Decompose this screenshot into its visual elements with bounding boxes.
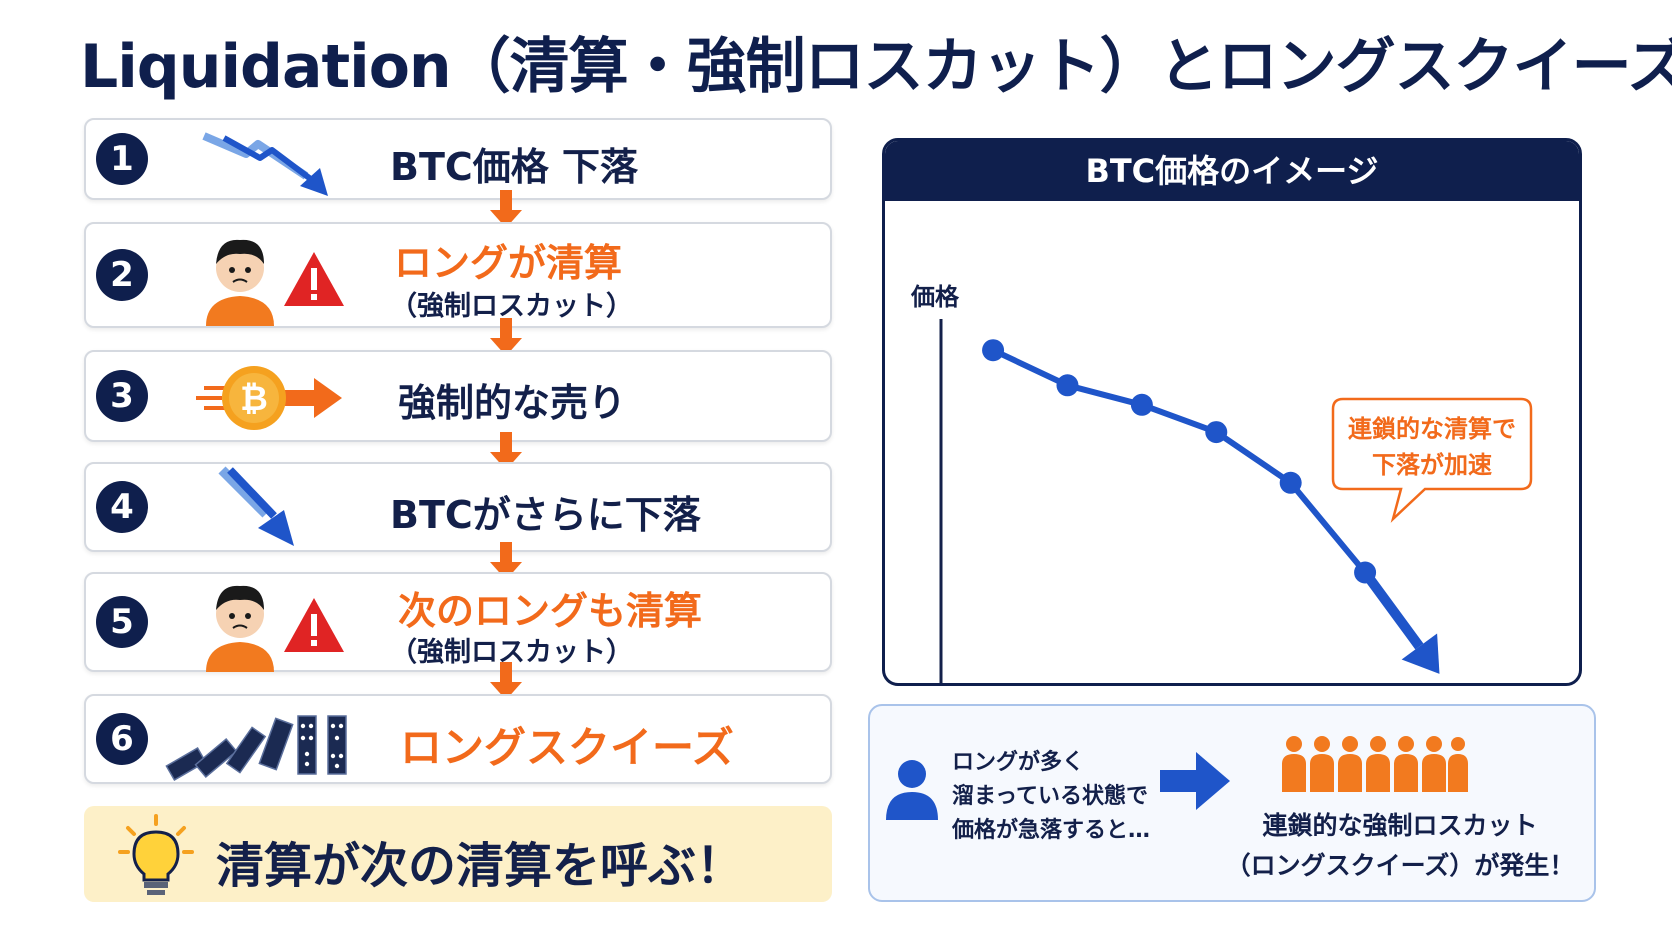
summary-line: （ロングスクイーズ）が発生！ xyxy=(1225,851,1575,880)
step-3: 3 ₿ 強制的な売り xyxy=(84,350,832,442)
page-title: Liquidation（清算・強制ロスカット）とロングスクイーズ xyxy=(80,32,1672,102)
worried-person-icon xyxy=(206,585,344,672)
worried-person-icon xyxy=(206,239,344,326)
step-sublabel: （強制ロスカット） xyxy=(390,291,633,322)
step-1: 1 BTC価格 下落 xyxy=(84,118,832,200)
y-axis-label: 価格 xyxy=(910,283,960,311)
data-point-2 xyxy=(1056,374,1079,397)
btc-price-chart: BTC価格のイメージ 価格 時間 連鎖的な清算で 下落が加速 xyxy=(882,138,1582,686)
tip-text: 清算が次の清算を呼ぶ！ xyxy=(216,838,745,894)
flow-arrow-icon xyxy=(490,190,522,228)
step-label: ロングが清算 xyxy=(394,241,623,285)
crowd-icon xyxy=(1282,736,1468,792)
step-6: 6 ロングスクイーズ xyxy=(84,694,832,784)
step-number: 4 xyxy=(96,481,148,533)
lightbulb-icon xyxy=(118,814,194,895)
step-4: 4 BTCがさらに下落 xyxy=(84,462,832,552)
step-number: 6 xyxy=(96,713,148,765)
data-point-6 xyxy=(1354,561,1377,584)
flow-arrow-icon xyxy=(490,542,522,580)
step-5: 5 次のロングも清算 （強制ロスカット） xyxy=(84,572,832,672)
dominoes-icon xyxy=(165,715,347,781)
summary-condition: ロングが多く 溜まっている状態で 価格が急落すると… xyxy=(952,746,1150,848)
tip-banner: 清算が次の清算を呼ぶ！ xyxy=(84,806,832,902)
summary-line: ロングが多く xyxy=(952,750,1085,775)
step-label: BTC価格 下落 xyxy=(390,145,639,189)
step-label: BTCがさらに下落 xyxy=(390,493,701,537)
chart-plot: 価格 時間 連鎖的な清算で 下落が加速 xyxy=(910,283,1533,683)
trend-down-icon xyxy=(202,132,328,196)
summary-box: ロングが多く 溜まっている状態で 価格が急落すると… 連鎖的な強制ロスカット （… xyxy=(868,704,1596,902)
summary-line: 価格が急落すると… xyxy=(952,818,1151,843)
svg-text:₿: ₿ xyxy=(240,379,268,419)
data-point-4 xyxy=(1205,421,1228,444)
step-number: 5 xyxy=(96,596,148,648)
trend-arrow-shaft xyxy=(1361,569,1424,650)
bitcoin-sell-icon: ₿ xyxy=(196,366,342,430)
flow-arrow-icon xyxy=(490,662,522,700)
step-label: 強制的な売り xyxy=(398,381,627,425)
summary-line: 連鎖的な強制ロスカット xyxy=(1262,811,1538,840)
arrow-down-right-icon xyxy=(218,466,294,546)
price-line xyxy=(991,347,1368,575)
step-label: ロングスクイーズ xyxy=(400,723,734,772)
flow-arrow-icon xyxy=(490,432,522,470)
data-point-3 xyxy=(1130,393,1153,416)
person-icon xyxy=(886,760,938,820)
callout-bubble: 連鎖的な清算で 下落が加速 xyxy=(1331,397,1533,523)
summary-result: 連鎖的な強制ロスカット （ロングスクイーズ）が発生！ xyxy=(1210,806,1590,886)
data-point-1 xyxy=(982,339,1005,362)
step-label: 次のロングも清算 xyxy=(398,589,703,633)
data-point-5 xyxy=(1279,471,1302,494)
callout-line-2: 下落が加速 xyxy=(1372,451,1492,479)
step-number: 3 xyxy=(96,370,148,422)
trend-arrow-head xyxy=(1401,633,1440,674)
flow-arrow-icon xyxy=(490,318,522,356)
arrow-right-icon xyxy=(1160,752,1230,810)
summary-line: 溜まっている状態で xyxy=(952,784,1149,809)
step-number: 2 xyxy=(96,249,148,301)
chart-title: BTC価格のイメージ xyxy=(885,141,1579,201)
callout-line-1: 連鎖的な清算で xyxy=(1348,415,1516,443)
step-number: 1 xyxy=(96,133,148,185)
step-2: 2 ロングが清算 （強制ロスカット） xyxy=(84,222,832,328)
